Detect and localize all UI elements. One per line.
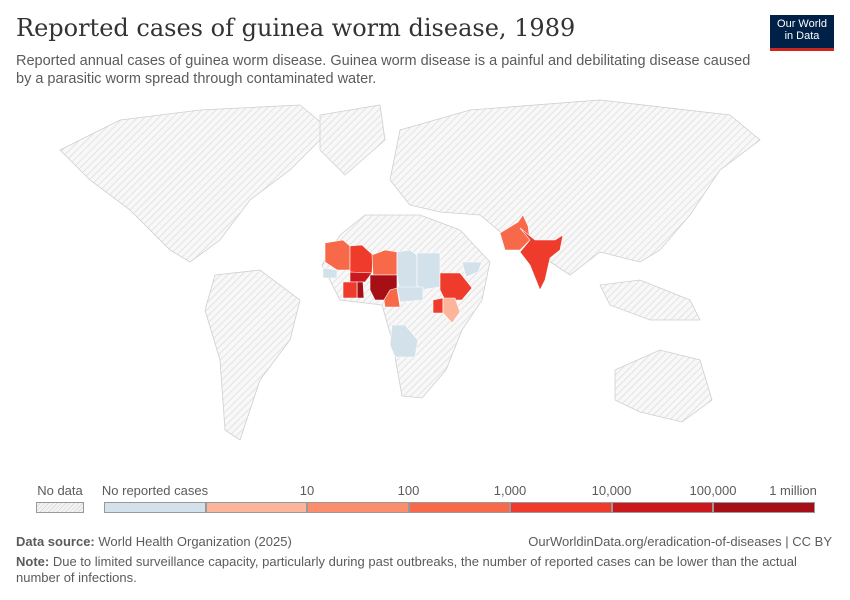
legend-tick-label: 100 <box>397 483 420 498</box>
legend-bin-swatch[interactable] <box>510 502 612 513</box>
owid-logo[interactable]: Our World in Data <box>770 15 834 51</box>
legend-no-data-swatch[interactable] <box>36 502 84 513</box>
data-source: Data source: World Health Organization (… <box>16 534 292 549</box>
south-america <box>204 269 301 441</box>
legend-tick-label: 100,000 <box>689 483 737 498</box>
greenland <box>319 104 386 176</box>
country-kenya[interactable] <box>442 297 461 324</box>
legend-no-cases-swatch[interactable] <box>104 502 206 513</box>
legend-tick-label: 1,000 <box>493 483 527 498</box>
logo-text: Our World <box>777 18 827 30</box>
country-india[interactable] <box>519 227 564 291</box>
page-title: Reported cases of guinea worm disease, 1… <box>16 14 576 42</box>
note-label: Note: <box>16 554 50 569</box>
country-niger[interactable] <box>371 249 398 276</box>
africa <box>321 214 491 399</box>
country-cameroon[interactable] <box>383 287 401 308</box>
eurasia <box>389 99 761 276</box>
country-yemen[interactable] <box>461 261 483 278</box>
legend-tick-label: 10 <box>299 483 315 498</box>
southeast-asia <box>599 279 701 321</box>
legend-bin-swatch[interactable] <box>307 502 409 513</box>
country-uganda[interactable] <box>432 297 444 314</box>
logo-text: in Data <box>784 30 820 42</box>
country-senegal[interactable] <box>322 267 338 279</box>
legend-tick-label: 10,000 <box>591 483 632 498</box>
legend-tick-label: 1 million <box>769 483 817 498</box>
country-chad[interactable] <box>396 249 418 293</box>
legend-bin-swatch[interactable] <box>611 502 713 513</box>
note-text: Due to limited surveillance capacity, pa… <box>16 554 797 585</box>
world-map[interactable] <box>0 95 850 475</box>
note: Note: Due to limited surveillance capaci… <box>16 554 816 586</box>
north-america <box>59 104 331 263</box>
country-ethiopia[interactable] <box>439 272 473 301</box>
country-ghana[interactable] <box>356 281 365 299</box>
country-burkina-faso[interactable] <box>349 271 373 283</box>
country-angola[interactable] <box>389 324 419 358</box>
legend-bin-swatch[interactable] <box>205 502 307 513</box>
source-label: Data source: <box>16 534 95 549</box>
country-sudan[interactable] <box>416 252 441 291</box>
legend: No data No reported cases 10 100 1,000 10,0… <box>0 480 850 520</box>
australia <box>614 349 713 423</box>
country-c-te-d-ivoire[interactable] <box>342 281 358 299</box>
country-central-african-republic[interactable] <box>396 286 424 303</box>
legend-bin-swatch[interactable] <box>713 502 815 513</box>
legend-no-cases-label: No reported cases <box>101 483 209 498</box>
source-text: World Health Organization (2025) <box>98 534 292 549</box>
source-url[interactable]: OurWorldinData.org/eradication-of-diseas… <box>528 534 832 549</box>
country-pakistan[interactable] <box>499 214 531 251</box>
legend-no-data-label: No data <box>37 483 83 498</box>
legend-bin-swatch[interactable] <box>408 502 510 513</box>
subtitle: Reported annual cases of guinea worm dis… <box>16 53 751 87</box>
